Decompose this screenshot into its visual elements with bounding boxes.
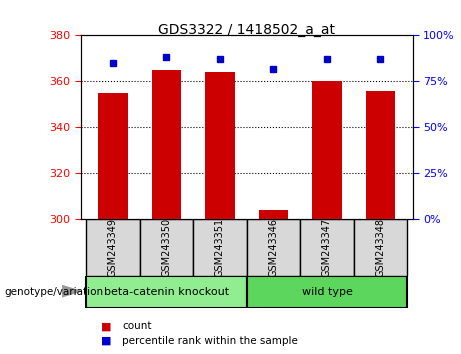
Text: ■: ■ xyxy=(101,336,112,346)
Bar xyxy=(86,219,140,276)
Text: genotype/variation: genotype/variation xyxy=(5,287,104,297)
Bar xyxy=(205,72,235,219)
Text: percentile rank within the sample: percentile rank within the sample xyxy=(122,336,298,346)
Bar xyxy=(98,93,128,219)
Text: beta-catenin knockout: beta-catenin knockout xyxy=(104,287,229,297)
Bar xyxy=(247,276,407,308)
Text: GSM243346: GSM243346 xyxy=(268,218,278,277)
Bar xyxy=(259,210,288,219)
Text: GSM243351: GSM243351 xyxy=(215,218,225,278)
Bar xyxy=(140,219,193,276)
Bar xyxy=(300,219,354,276)
Text: wild type: wild type xyxy=(301,287,352,297)
Bar xyxy=(193,219,247,276)
Text: GSM243347: GSM243347 xyxy=(322,218,332,278)
Bar xyxy=(86,276,247,308)
Bar xyxy=(354,219,407,276)
Text: GSM243348: GSM243348 xyxy=(375,218,385,277)
Bar xyxy=(152,70,181,219)
Bar xyxy=(247,219,300,276)
Bar xyxy=(366,91,395,219)
Text: GSM243349: GSM243349 xyxy=(108,218,118,277)
Text: GDS3322 / 1418502_a_at: GDS3322 / 1418502_a_at xyxy=(158,23,335,37)
Text: GSM243350: GSM243350 xyxy=(161,218,171,278)
Text: ■: ■ xyxy=(101,321,112,331)
Polygon shape xyxy=(62,286,81,297)
Bar xyxy=(312,81,342,219)
Text: count: count xyxy=(122,321,152,331)
